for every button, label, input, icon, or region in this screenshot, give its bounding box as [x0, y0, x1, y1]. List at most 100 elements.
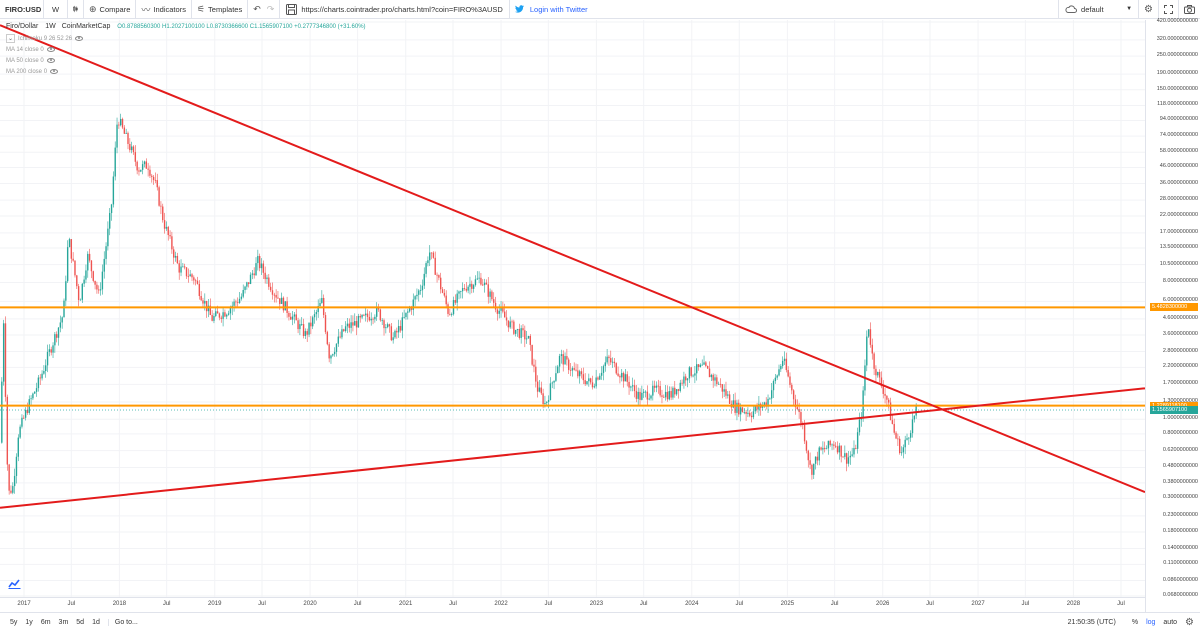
templates-button[interactable]: ⚟ Templates: [192, 0, 249, 19]
chart-style-button[interactable]: [68, 0, 84, 19]
indicator-row[interactable]: ⌄ Ichimoku 9 26 52 26: [6, 33, 84, 44]
candle-body: [820, 447, 822, 450]
candle-body: [513, 321, 515, 334]
candle-body: [568, 359, 570, 370]
candle-body: [653, 385, 656, 388]
compare-button[interactable]: ⊕ Compare: [84, 0, 137, 19]
candle-body: [99, 289, 102, 291]
range-1d-button[interactable]: 1d: [92, 618, 100, 626]
candle-body: [578, 371, 581, 377]
candle-body: [205, 300, 208, 312]
candle-body: [447, 304, 449, 314]
range-5y-button[interactable]: 5y: [10, 618, 18, 626]
candle-body: [119, 118, 122, 126]
candle-body: [600, 372, 603, 376]
candle-body: [140, 169, 142, 172]
candle-body: [732, 400, 734, 408]
candle-body: [138, 170, 140, 172]
eye-icon[interactable]: [50, 69, 59, 74]
candle-body: [255, 263, 257, 276]
candle-body: [630, 386, 632, 388]
candle-body: [637, 391, 639, 399]
time-axis[interactable]: 2017 Jul 2018 Jul 2019 Jul 2020 Jul 2021 Jul 2022 J…: [0, 597, 1145, 612]
candle-body: [445, 295, 447, 305]
candle-body: [856, 432, 859, 449]
candle-body: [911, 419, 914, 434]
price-tick-label: 2.2000000000: [1162, 363, 1198, 370]
range-1y-button[interactable]: 1y: [25, 618, 33, 626]
share-url[interactable]: https://charts.cointrader.pro/charts.htm…: [280, 0, 510, 19]
candle-body: [211, 314, 213, 321]
candle-body: [794, 399, 797, 408]
candle-body: [644, 391, 647, 393]
candle-body: [844, 453, 846, 457]
indicator-row[interactable]: MA 14 close 0: [6, 44, 83, 55]
candle-body: [235, 301, 237, 303]
candle-body: [741, 407, 744, 413]
candle-body: [469, 283, 471, 287]
candle-body: [202, 300, 204, 304]
candle-body: [6, 396, 9, 465]
goto-button[interactable]: Go to...: [107, 618, 144, 626]
candle-body: [209, 305, 211, 315]
chart-pane[interactable]: [0, 20, 1145, 612]
tradingview-logo[interactable]: [8, 579, 21, 589]
fullscreen-icon: [1164, 4, 1173, 14]
price-tick-label: 28.0000000000: [1159, 196, 1198, 203]
price-chart[interactable]: [0, 20, 1145, 597]
indicators-button[interactable]: 〰 Indicators: [136, 0, 192, 19]
collapse-chevron-icon[interactable]: ⌄: [6, 34, 16, 43]
candle-body: [728, 394, 731, 404]
interval-button[interactable]: W: [44, 0, 68, 19]
candle-body: [15, 456, 18, 476]
candle-body: [666, 391, 669, 400]
candle-body: [531, 344, 533, 365]
candle-body: [780, 366, 782, 370]
settings-button[interactable]: ⚙: [1138, 0, 1159, 19]
price-tick-label: 320.0000000000: [1156, 35, 1198, 42]
candle-body: [796, 407, 798, 410]
snapshot-button[interactable]: [1179, 0, 1200, 19]
range-5d-button[interactable]: 5d: [76, 618, 85, 626]
candle-body: [167, 226, 169, 236]
fullscreen-button[interactable]: [1159, 0, 1179, 19]
indicator-row[interactable]: MA 200 close 0: [6, 66, 83, 77]
eye-icon[interactable]: [75, 36, 84, 41]
price-tick-label: 150.0000000000: [1156, 85, 1198, 92]
candle-body: [851, 454, 853, 456]
candle-body: [877, 371, 879, 376]
candle-body: [258, 256, 261, 269]
candle-body: [701, 364, 703, 366]
auto-toggle[interactable]: auto: [1163, 618, 1178, 626]
candle-body: [626, 374, 628, 382]
candle-body: [800, 412, 802, 423]
candle-body: [436, 274, 438, 276]
range-3m-button[interactable]: 3m: [58, 618, 69, 626]
candle-body: [74, 260, 76, 276]
log-toggle[interactable]: log: [1146, 618, 1156, 626]
candle-body: [386, 324, 389, 328]
eye-icon[interactable]: [46, 58, 55, 63]
candle-body: [405, 312, 407, 317]
candle-body: [354, 321, 356, 326]
percent-toggle[interactable]: %: [1131, 618, 1139, 626]
range-6m-button[interactable]: 6m: [40, 618, 51, 626]
indicator-row[interactable]: MA 50 close 0: [6, 55, 83, 66]
eye-icon[interactable]: [46, 47, 55, 52]
twitter-login-link[interactable]: Login with Twitter: [510, 0, 593, 19]
axis-settings-icon[interactable]: ⚙: [1185, 616, 1194, 628]
candle-body: [4, 323, 7, 397]
undo-icon[interactable]: ↶: [253, 3, 261, 14]
candle-body: [608, 356, 610, 359]
symbol-search[interactable]: FIRO:USD: [0, 0, 44, 19]
candle-body: [151, 175, 153, 177]
candle-body: [721, 384, 724, 392]
candle-body: [407, 311, 409, 313]
price-axis[interactable]: 420.0000000000 320.0000000000 250.00000000…: [1145, 18, 1200, 612]
price-tick-label: 0.4800000000: [1162, 463, 1198, 470]
layout-select[interactable]: default ▼: [1058, 0, 1138, 19]
price-tick-label: 94.0000000000: [1159, 116, 1198, 123]
price-tick-label: 1.3000000000: [1163, 398, 1198, 404]
redo-icon[interactable]: ↷: [266, 3, 275, 14]
time-tick-label: Jul: [926, 601, 934, 607]
